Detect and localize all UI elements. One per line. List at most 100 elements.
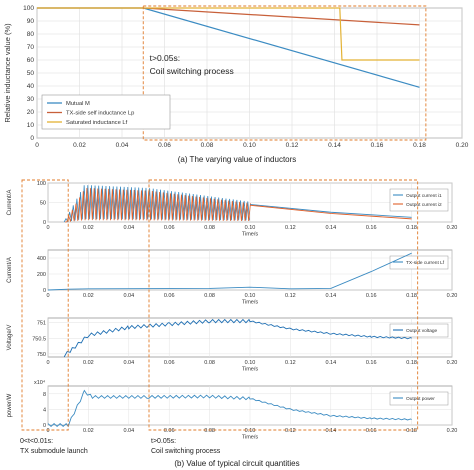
x-tick-label: 0.10: [243, 142, 256, 149]
x-tick-label: 0.02: [83, 360, 94, 366]
x-axis-label: Time/s: [242, 435, 259, 441]
x-tick-label: 0.02: [83, 428, 94, 434]
x-tick-label: 0.10: [245, 293, 256, 299]
y-tick-label: 8: [43, 392, 46, 398]
x-tick-label: 0.10: [245, 428, 256, 434]
x-tick-label: 0.04: [123, 225, 134, 231]
legend-entry: TX-side self inductance Lp: [66, 111, 134, 117]
legend-entry: Output power: [406, 396, 435, 402]
x-tick-label: 0.12: [286, 142, 299, 149]
x-tick-label: 0: [46, 293, 49, 299]
series-line: [249, 204, 412, 220]
y-tick-label: 750: [37, 352, 46, 358]
x-tick-label: 0.20: [447, 225, 458, 231]
x-axis-label: Time/s: [242, 300, 259, 306]
x-tick-label: 0.14: [325, 360, 336, 366]
x-tick-label: 0.12: [285, 225, 296, 231]
x-tick-label: 0.04: [123, 360, 134, 366]
x-tick-label: 0.14: [325, 293, 336, 299]
legend-box: [389, 391, 449, 406]
legend-box: [389, 188, 449, 212]
annotation-switch-line: t>0.05s:: [151, 438, 176, 445]
highlight-box: [142, 5, 427, 141]
x-tick-label: 0.16: [371, 142, 384, 149]
legend-entry: Mutual M: [66, 101, 90, 107]
legend-box: [41, 94, 171, 130]
x-tick-label: 0.16: [366, 428, 377, 434]
legend-entry: Output current i2: [406, 202, 442, 208]
y-tick-label: 50: [27, 70, 35, 77]
x-tick-label: 0.20: [447, 428, 458, 434]
x-tick-label: 0.04: [116, 142, 129, 149]
y-tick-label: 100: [23, 5, 34, 12]
legend-box: [389, 323, 449, 338]
series-line: [37, 7, 420, 61]
legend-entry: Output voltage: [406, 328, 438, 334]
x-tick-label: 0.08: [204, 360, 215, 366]
x-tick-label: 0.06: [164, 225, 175, 231]
charts-circuit-quantities: 0 0.02 0.04 0.06 0.08 0.10 0.12 0.14 0.16 0.18 0.2…: [7, 179, 458, 441]
y-axis-label: Voltage/V: [7, 325, 13, 351]
legend-entry: TX-side current Lf: [406, 260, 445, 266]
y-tick-label: 90: [27, 18, 35, 25]
chart-inductors: 0 0.02 0.04 0.06 0.08 0.10 0.12 0.14 0.16 0.18 0.2…: [3, 5, 469, 149]
x-tick-label: 0.20: [447, 360, 458, 366]
series-line: [249, 204, 412, 218]
x-tick-label: 0.12: [285, 428, 296, 434]
x-tick-label: 0.08: [201, 142, 214, 149]
y-tick-label: 60: [27, 57, 35, 64]
y-tick-label: 4: [43, 407, 46, 413]
series-line: [63, 318, 412, 358]
y-tick-label: 400: [37, 256, 46, 262]
annotation-line: Coil switching process: [150, 66, 234, 76]
y-tick-label: 100: [37, 181, 46, 187]
x-tick-label: 0.14: [325, 428, 336, 434]
x-tick-label: 0.02: [73, 142, 86, 149]
y-tick-label: 200: [37, 272, 46, 278]
series-line: [65, 187, 251, 223]
x-tick-label: 0.06: [164, 293, 175, 299]
x-tick-label: 0.18: [413, 142, 426, 149]
y-tick-label: 50: [40, 201, 46, 207]
x-tick-label: 0: [46, 428, 49, 434]
x-tick-label: 0.18: [406, 293, 417, 299]
x-tick-label: 0.12: [285, 360, 296, 366]
y-axis-label: Current/A: [7, 190, 13, 216]
y-tick-label: 40: [27, 83, 35, 90]
x-tick-label: 0.08: [204, 428, 215, 434]
y-tick-label: 70: [27, 44, 35, 51]
x-tick-label: 0.10: [245, 360, 256, 366]
annotations-b: 0<t<0.01s: TX submodule launch t>0.05s: Coi…: [20, 438, 221, 455]
highlight-box-switch: [148, 179, 419, 431]
x-tick-label: 0.16: [366, 293, 377, 299]
series-line: [47, 389, 412, 428]
x-tick-label: 0.18: [406, 360, 417, 366]
x-tick-label: 0.06: [158, 142, 171, 149]
x-tick-label: 0.16: [366, 225, 377, 231]
x-tick-label: 0.06: [164, 360, 175, 366]
y-tick-label: 10: [27, 122, 35, 129]
y-tick-label: 0: [43, 220, 46, 226]
y-tick-label: 0: [43, 288, 46, 294]
caption-a: (a) The varying value of inductors: [178, 155, 297, 164]
series-line: [63, 185, 250, 223]
y-tick-label: 20: [27, 109, 35, 116]
x-tick-label: 0.20: [456, 142, 469, 149]
x-tick-label: 0: [35, 142, 39, 149]
x-tick-label: 0.12: [285, 293, 296, 299]
y-tick-label: 0: [43, 423, 46, 429]
y-tick-label: 30: [27, 96, 35, 103]
annotation-switch-line: Coil switching process: [151, 448, 221, 455]
x-tick-label: 0.02: [83, 293, 94, 299]
series-line: [47, 252, 412, 291]
annotation-line: t>0.05s:: [150, 53, 180, 63]
y-tick-label: 750.5: [32, 336, 46, 342]
x-tick-label: 0.18: [406, 428, 417, 434]
x-tick-label: 0: [46, 225, 49, 231]
x-axis-label: Time/s: [242, 367, 259, 373]
x-tick-label: 0.10: [245, 225, 256, 231]
y-tick-label: 751: [37, 321, 46, 327]
y-tick-label: 0: [30, 135, 34, 142]
y-scale-label: x10⁴: [34, 379, 46, 386]
